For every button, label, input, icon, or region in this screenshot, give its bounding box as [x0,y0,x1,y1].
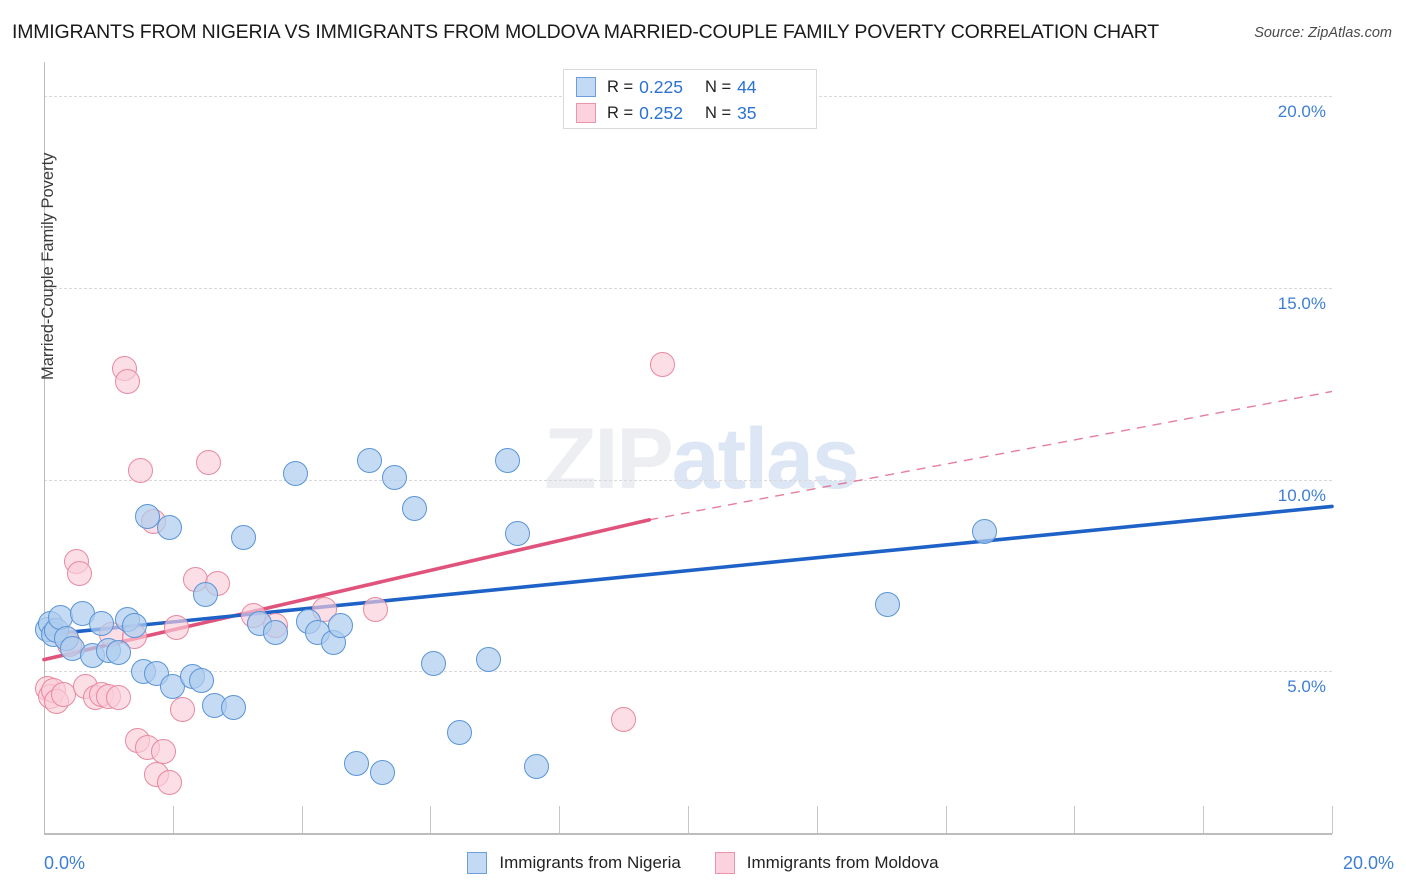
data-point[interactable] [363,597,389,623]
data-point[interactable] [157,769,183,795]
legend-label-nigeria: Immigrants from Nigeria [499,853,681,872]
data-point[interactable] [421,651,447,676]
legend-item-moldova[interactable]: Immigrants from Moldova [714,852,939,874]
gridline-5 [44,671,1332,673]
data-point[interactable] [611,706,637,732]
stats-row-moldova: R = 0.252 N = 35 [576,100,757,126]
x-axis-line [44,833,1332,835]
legend-swatch-nigeria [467,852,488,874]
watermark-zip: ZIP [544,411,674,507]
y-tick-label-50: 5.0% [1287,677,1326,697]
x-tick-9 [1203,806,1205,834]
chart-legend: Immigrants from Nigeria Immigrants from … [0,848,1406,878]
data-point[interactable] [282,461,308,487]
data-point[interactable] [369,760,395,786]
data-point[interactable] [524,754,550,780]
data-point[interactable] [163,614,189,640]
x-axis-min-label: 0.0% [44,853,86,873]
stats-swatch-nigeria [576,77,596,97]
data-point[interactable] [66,560,92,586]
data-point[interactable] [50,681,76,707]
stats-r-label-nigeria: R = [607,77,634,96]
data-point[interactable] [875,591,901,617]
x-tick-3 [430,806,432,834]
data-point[interactable] [134,503,160,529]
stats-n-value-nigeria: 44 [737,76,757,97]
correlation-stats-box: R = 0.225 N = 44 R = 0.252 N = 35 [563,69,817,129]
x-tick-10 [1332,806,1333,834]
x-tick-5 [688,806,689,834]
watermark-atlas: atlas [671,411,860,507]
data-point[interactable] [649,352,675,378]
stats-row-nigeria: R = 0.225 N = 44 [576,74,757,100]
x-tick-4 [559,806,561,834]
page-title: IMMIGRANTS FROM NIGERIA VS IMMIGRANTS FR… [12,21,1159,43]
x-tick-7 [945,806,947,834]
x-tick-1 [172,806,174,834]
data-point[interactable] [115,369,141,395]
data-point[interactable] [192,582,218,608]
data-point[interactable] [356,447,382,473]
data-point[interactable] [105,685,131,711]
data-point[interactable] [343,750,369,776]
data-point[interactable] [121,612,147,638]
data-point[interactable] [231,524,257,550]
x-tick-6 [816,806,818,834]
stats-swatch-moldova [576,103,596,123]
stats-r-label-moldova: R = [607,103,634,122]
data-point[interactable] [157,514,183,540]
data-point[interactable] [105,639,131,665]
data-point[interactable] [150,739,176,765]
legend-swatch-moldova [714,852,735,874]
y-axis-title: Married-Couple Family Poverty [39,152,57,380]
stats-n-label-moldova: N = [704,103,732,122]
y-axis-line [44,62,45,834]
gridline-10 [44,479,1332,481]
data-point[interactable] [47,605,73,631]
source-label: Source: ZipAtlas.com [1254,25,1392,41]
data-point[interactable] [89,610,115,636]
data-point[interactable] [475,647,501,673]
y-tick-label-150: 15.0% [1277,294,1326,314]
data-point[interactable] [971,518,997,544]
data-point[interactable] [169,696,195,722]
plot-area: ZIPatlas 20.0% 15.0% 10.0% 5.0% Married-Cou… [34,62,1334,835]
data-point[interactable] [195,449,221,475]
x-tick-8 [1074,806,1076,834]
data-point[interactable] [504,520,530,546]
zipatlas-watermark: ZIPatlas [544,410,860,509]
stats-r-value-nigeria: 0.225 [639,76,683,97]
data-point[interactable] [495,447,521,473]
stats-r-value-moldova: 0.252 [639,102,683,123]
trend-line-extension-immigrants-from-moldova [649,390,1333,521]
data-point[interactable] [401,495,427,521]
legend-item-nigeria[interactable]: Immigrants from Nigeria [467,852,681,874]
x-tick-2 [301,806,303,834]
data-point[interactable] [263,620,289,646]
data-point[interactable] [221,695,247,721]
stats-n-label-nigeria: N = [704,77,732,96]
data-point[interactable] [128,457,154,483]
legend-label-moldova: Immigrants from Moldova [746,853,939,872]
x-axis-max-label: 20.0% [1342,853,1394,873]
y-tick-label-100: 10.0% [1277,485,1326,505]
stats-n-value-moldova: 35 [737,102,757,123]
data-point[interactable] [446,719,472,745]
data-point[interactable] [327,612,353,638]
gridline-15 [44,288,1332,290]
data-point[interactable] [189,668,215,694]
y-tick-label-200: 20.0% [1277,102,1326,122]
data-point[interactable] [382,465,408,491]
